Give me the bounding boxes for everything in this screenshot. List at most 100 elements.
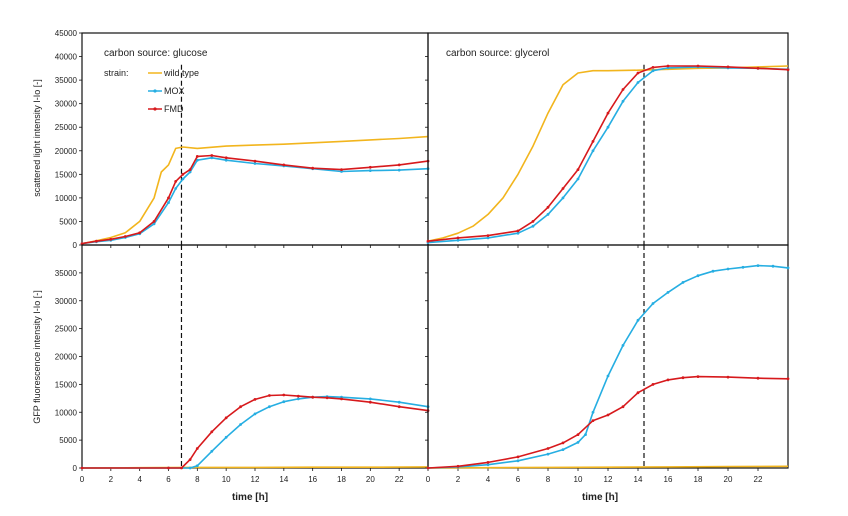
data-point-mox xyxy=(621,344,625,347)
data-point-fmd xyxy=(296,394,300,398)
x-tick-label: 20 xyxy=(724,475,733,484)
data-point-fmd xyxy=(651,383,655,386)
series-line-wild-type xyxy=(427,65,789,242)
data-point-fmd xyxy=(397,405,401,409)
data-point-mox xyxy=(174,187,178,190)
x-tick-label: 12 xyxy=(251,475,260,484)
legend-label-mox: MOX xyxy=(164,86,185,96)
data-point-fmd xyxy=(95,239,98,243)
data-point-mox xyxy=(368,397,372,401)
data-point-fmd xyxy=(426,239,430,243)
x-tick-label: 0 xyxy=(426,475,431,484)
y-tick-label: 0 xyxy=(73,464,78,473)
x-tick-label: 2 xyxy=(456,475,461,484)
data-point-mox xyxy=(516,231,520,235)
data-point-mox xyxy=(651,302,655,305)
x-axis-title-left: time [h] xyxy=(232,492,268,503)
x-tick-label: 12 xyxy=(604,475,613,484)
data-point-mox xyxy=(253,412,257,416)
data-point-mox xyxy=(397,400,401,404)
data-point-mox xyxy=(486,236,490,240)
data-point-fmd xyxy=(696,375,700,378)
data-point-fmd xyxy=(188,168,192,172)
series-line-wild-type xyxy=(81,135,429,245)
data-point-fmd xyxy=(80,242,84,246)
data-point-fmd xyxy=(282,163,286,167)
data-point-mox xyxy=(210,156,214,160)
data-point-mox xyxy=(606,125,610,129)
data-point-mox xyxy=(561,448,565,451)
data-point-mox xyxy=(726,267,730,271)
data-point-fmd xyxy=(516,229,520,233)
data-point-fmd xyxy=(621,88,625,91)
y-tick-label: 10000 xyxy=(55,408,78,417)
x-tick-label: 22 xyxy=(395,475,404,484)
data-point-mox xyxy=(546,213,550,216)
legend-label-wild-type: wild type xyxy=(163,68,199,78)
data-point-fmd xyxy=(167,466,170,470)
series-line-wild-type xyxy=(427,465,789,469)
data-point-mox xyxy=(584,433,587,436)
data-point-fmd xyxy=(253,398,257,401)
panel-title-glycerol: carbon source: glycerol xyxy=(446,48,549,59)
data-point-fmd xyxy=(239,405,243,409)
data-point-fmd xyxy=(516,455,520,459)
data-point-mox xyxy=(253,162,257,165)
legend-strain-label: strain: xyxy=(104,68,129,78)
data-point-mox xyxy=(576,441,580,444)
data-point-fmd xyxy=(591,419,595,422)
series-line-fmd xyxy=(82,394,429,469)
panel-glycerol-gfp: 0 2 4 6 8 10 12 14 16 18 20 22 xyxy=(425,244,790,484)
x-tick-label: 6 xyxy=(166,475,171,484)
data-point-mox xyxy=(516,459,520,463)
data-point-fmd xyxy=(397,163,401,167)
data-point-fmd xyxy=(268,394,271,397)
data-point-mox xyxy=(591,149,595,153)
data-point-mox xyxy=(152,222,156,226)
data-point-fmd xyxy=(456,464,460,468)
series-line-mox xyxy=(81,157,429,245)
data-point-mox xyxy=(666,291,670,294)
y-axis-title-scatter: scattered light intensity I-Io [-] xyxy=(32,79,42,197)
data-point-mox xyxy=(636,81,640,84)
legend: strain: wild type MOX FMD xyxy=(104,68,199,114)
x-tick-label: 8 xyxy=(195,475,200,484)
data-point-fmd xyxy=(109,237,113,241)
data-point-fmd xyxy=(167,196,170,200)
data-point-fmd xyxy=(311,166,315,170)
data-point-fmd xyxy=(456,236,460,240)
y-tick-label: 30000 xyxy=(55,100,78,109)
data-point-fmd xyxy=(224,416,228,420)
data-point-fmd xyxy=(726,65,730,69)
data-point-fmd xyxy=(340,397,343,401)
data-point-fmd xyxy=(282,393,286,397)
panel-glucose-gfp: 0 2 4 6 8 10 12 14 16 18 20 22 0 5000 10000 15000 20000 2… xyxy=(55,244,430,484)
y-tick-label: 0 xyxy=(73,241,78,250)
data-point-fmd xyxy=(368,400,372,404)
data-point-fmd xyxy=(224,156,228,160)
y-tick-label: 30000 xyxy=(55,297,78,306)
panel-title-glucose: carbon source: glucose xyxy=(104,48,208,59)
y-tick-label: 20000 xyxy=(55,147,78,156)
data-point-fmd xyxy=(138,231,142,235)
data-point-fmd xyxy=(195,155,199,158)
data-point-fmd xyxy=(591,140,595,143)
data-point-mox xyxy=(606,374,610,378)
data-point-mox xyxy=(486,463,490,467)
series-line-fmd xyxy=(427,65,789,242)
data-point-mox xyxy=(188,170,192,174)
data-point-mox xyxy=(195,464,199,468)
data-point-mox xyxy=(531,224,535,228)
data-point-fmd xyxy=(80,466,84,470)
data-point-fmd xyxy=(253,159,257,163)
data-point-mox xyxy=(210,449,214,453)
series-line-mox xyxy=(427,264,789,469)
x-tick-label: 6 xyxy=(516,475,521,484)
data-point-fmd xyxy=(188,458,192,461)
data-point-mox xyxy=(711,269,715,273)
data-point-mox xyxy=(741,265,745,269)
data-point-fmd xyxy=(368,165,372,169)
y-tick-label: 25000 xyxy=(55,123,78,132)
